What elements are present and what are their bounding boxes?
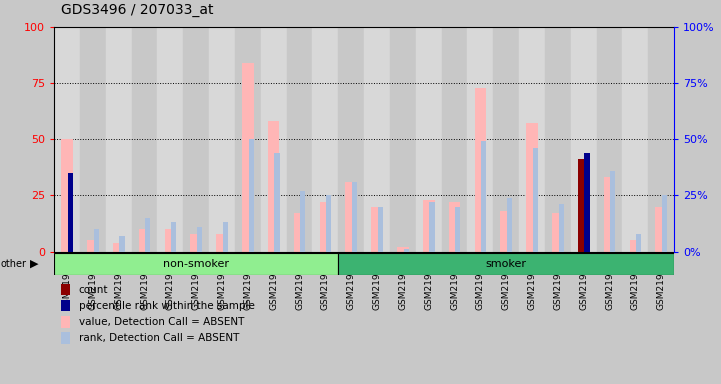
Bar (390, 27, 416, 252)
Bar (526, 124, 538, 252)
Bar (507, 198, 512, 252)
Bar (352, 182, 357, 252)
Bar (481, 141, 486, 252)
Bar (120, 236, 125, 252)
Bar (610, 170, 616, 252)
Bar (338, 27, 364, 252)
Bar (519, 27, 545, 252)
Bar (571, 27, 596, 252)
Bar (145, 218, 151, 252)
Bar (474, 88, 486, 252)
Bar (455, 207, 461, 252)
Bar (190, 233, 202, 252)
Bar (545, 27, 571, 252)
Text: GDS3496 / 207033_at: GDS3496 / 207033_at (61, 3, 214, 17)
Bar (364, 27, 390, 252)
Bar (622, 27, 648, 252)
Bar (559, 204, 564, 252)
Bar (578, 159, 590, 252)
Bar (326, 195, 331, 252)
Bar (345, 182, 357, 252)
Bar (629, 240, 641, 252)
Bar (106, 27, 131, 252)
Bar (183, 27, 209, 252)
Bar (371, 207, 383, 252)
Bar (533, 148, 538, 252)
Bar (655, 207, 667, 252)
Bar (216, 233, 228, 252)
Text: smoker: smoker (486, 259, 527, 269)
Bar (197, 227, 202, 252)
Bar (286, 27, 312, 252)
Text: non-smoker: non-smoker (163, 259, 229, 269)
Bar (493, 27, 519, 252)
Bar (300, 191, 306, 252)
Text: other: other (1, 259, 27, 269)
Bar (261, 27, 286, 252)
Bar (662, 195, 667, 252)
Bar (312, 27, 338, 252)
Bar (171, 222, 176, 252)
Bar (80, 27, 106, 252)
Bar (416, 27, 441, 252)
Bar (164, 229, 176, 252)
Bar (223, 222, 228, 252)
Bar (636, 233, 641, 252)
Bar (430, 202, 435, 252)
Text: count: count (79, 285, 108, 295)
Bar (603, 177, 615, 252)
Text: value, Detection Call = ABSENT: value, Detection Call = ABSENT (79, 317, 244, 327)
Text: ▶: ▶ (30, 259, 39, 269)
Text: rank, Detection Call = ABSENT: rank, Detection Call = ABSENT (79, 333, 239, 343)
Bar (423, 200, 435, 252)
Bar (235, 27, 261, 252)
Bar (467, 27, 493, 252)
Bar (500, 211, 512, 252)
Bar (397, 247, 409, 252)
Bar (138, 229, 150, 252)
Bar (157, 27, 183, 252)
Bar (268, 121, 280, 252)
Bar (378, 207, 383, 252)
Bar (404, 249, 409, 252)
Bar (648, 27, 674, 252)
Bar (448, 202, 460, 252)
Bar (441, 27, 467, 252)
Bar (596, 27, 622, 252)
Bar (552, 214, 564, 252)
Bar (87, 240, 99, 252)
Bar (209, 27, 235, 252)
Bar (61, 139, 73, 252)
Bar (54, 27, 80, 252)
Bar (68, 173, 73, 252)
Bar (113, 243, 125, 252)
Bar (94, 229, 99, 252)
Bar (54, 253, 338, 275)
Bar (242, 63, 254, 252)
Bar (131, 27, 157, 252)
Bar (249, 139, 254, 252)
Bar (319, 202, 331, 252)
Text: percentile rank within the sample: percentile rank within the sample (79, 301, 255, 311)
Bar (338, 253, 674, 275)
Bar (585, 153, 590, 252)
Bar (275, 153, 280, 252)
Bar (293, 214, 305, 252)
